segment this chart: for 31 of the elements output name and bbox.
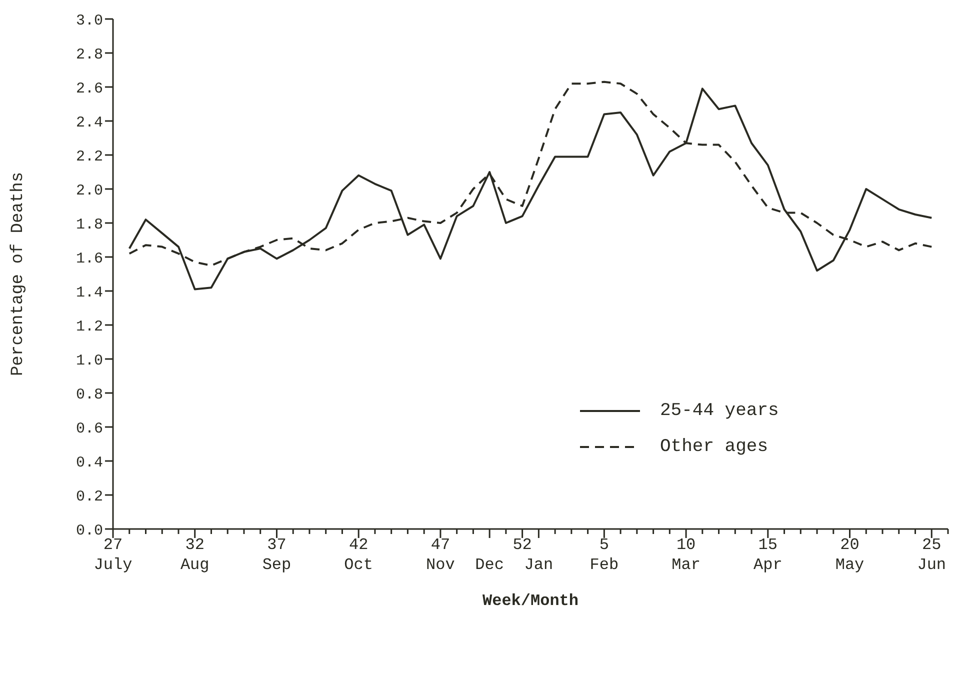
y-tick-label: 2.0 <box>76 182 103 200</box>
x-tick-label: 5 Feb <box>590 536 619 574</box>
y-axis-title: Percentage of Deaths <box>9 172 28 376</box>
x-tick-label: Jan <box>524 556 554 574</box>
y-tick-label: 2.8 <box>76 46 103 64</box>
y-tick-label: 2.6 <box>76 80 103 98</box>
x-tick-label: 52 <box>512 536 532 554</box>
y-tick-label: 3.0 <box>76 12 103 30</box>
x-tick-label: 32 Aug <box>180 536 210 574</box>
y-tick-label: 1.6 <box>76 250 103 268</box>
y-tick-label: 0.6 <box>76 420 103 438</box>
x-tick-label: 42 Oct <box>344 536 373 574</box>
y-tick-label: 1.0 <box>76 352 103 370</box>
y-tick-label: 0.2 <box>76 488 103 506</box>
x-tick-label: 10 Mar <box>672 536 700 574</box>
y-tick-label: 1.2 <box>76 318 103 336</box>
x-tick-label: Dec <box>475 556 504 574</box>
x-tick-label: 20 May <box>835 536 865 574</box>
y-tick-label: 1.4 <box>76 284 103 302</box>
y-tick-label: 1.8 <box>76 216 103 234</box>
x-axis-title: Week/Month <box>482 592 579 610</box>
y-tick-label: 0.4 <box>76 454 103 472</box>
legend-label: 25-44 years <box>660 401 779 421</box>
y-tick-label: 2.2 <box>76 148 103 166</box>
y-tick-label: 0.8 <box>76 386 103 404</box>
x-tick-label: 15 Apr <box>753 536 782 574</box>
y-tick-label: 2.4 <box>76 114 103 132</box>
legend-label: Other ages <box>660 437 768 457</box>
x-tick-label: 25 Jun <box>917 536 946 574</box>
x-tick-label: 47 Nov <box>426 536 456 574</box>
x-tick-label: 37 Sep <box>262 536 292 574</box>
